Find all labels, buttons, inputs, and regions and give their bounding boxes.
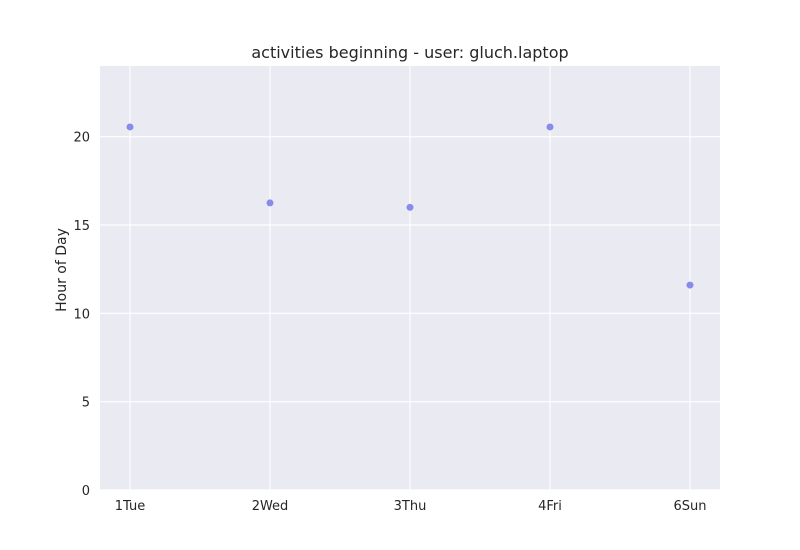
data-point bbox=[686, 281, 694, 289]
data-points bbox=[126, 123, 694, 289]
data-point bbox=[266, 199, 274, 207]
x-tick-label: 3Thu bbox=[394, 499, 427, 514]
grid-lines bbox=[100, 66, 720, 491]
y-axis-label: Hour of Day bbox=[54, 228, 70, 312]
x-tick-label: 2Wed bbox=[252, 499, 289, 514]
y-tick-label: 5 bbox=[82, 396, 90, 411]
y-axis-ticks: 0 5 10 15 20 bbox=[73, 131, 90, 499]
data-point bbox=[546, 123, 554, 131]
x-tick-label: 6Sun bbox=[673, 499, 706, 514]
y-tick-label: 20 bbox=[73, 131, 90, 146]
y-tick-label: 0 bbox=[82, 484, 90, 499]
data-point bbox=[406, 203, 414, 211]
chart-title: activities beginning - user: gluch.lapto… bbox=[251, 43, 568, 62]
data-point bbox=[126, 123, 134, 131]
x-tick-label: 4Fri bbox=[538, 499, 562, 514]
y-tick-label: 15 bbox=[73, 219, 90, 234]
y-tick-label: 10 bbox=[73, 307, 90, 322]
x-axis-ticks: 1Tue 2Wed 3Thu 4Fri 6Sun bbox=[115, 499, 707, 514]
x-tick-label: 1Tue bbox=[115, 499, 145, 514]
